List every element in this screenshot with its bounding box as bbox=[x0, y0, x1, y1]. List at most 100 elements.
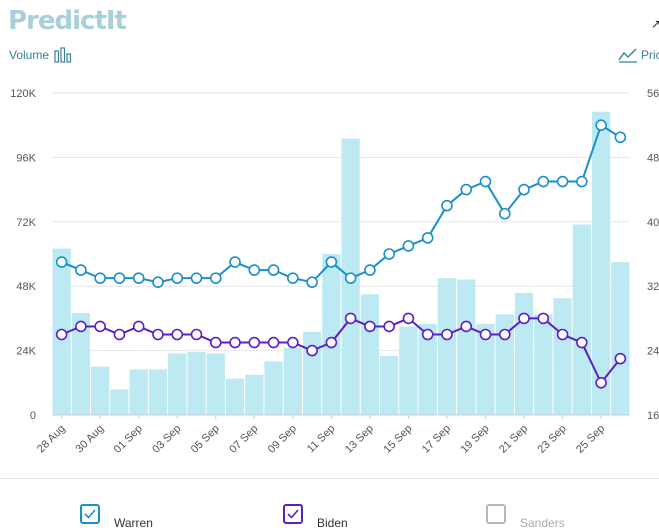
series-point-warren bbox=[325, 256, 338, 268]
biden-checkbox[interactable] bbox=[283, 504, 303, 524]
volume-bar bbox=[302, 331, 322, 415]
series-point-warren bbox=[209, 272, 222, 284]
series-point-warren bbox=[113, 272, 126, 284]
series-point-biden bbox=[402, 312, 415, 325]
series-point-biden bbox=[190, 328, 203, 341]
series-point-biden bbox=[421, 328, 434, 341]
series-point-warren bbox=[421, 232, 434, 244]
series-point-biden bbox=[595, 376, 607, 389]
volume-toggle-label[interactable]: Volume bbox=[9, 48, 50, 62]
left-axis-tick-label: 24K bbox=[16, 346, 36, 358]
volume-bar bbox=[283, 347, 302, 415]
x-axis-tick-label: 28 Aug bbox=[35, 423, 68, 456]
volume-bar bbox=[148, 369, 168, 415]
series-point-warren bbox=[75, 264, 87, 276]
legend-item-sanders[interactable]: Sanders bbox=[486, 498, 565, 530]
check-icon bbox=[84, 509, 96, 519]
series-point-warren bbox=[556, 175, 569, 188]
volume-bar bbox=[534, 314, 553, 415]
bar-chart-icon[interactable] bbox=[54, 47, 72, 68]
legend-label: Sanders bbox=[520, 516, 565, 530]
right-axis-tick-label: 56 bbox=[647, 88, 659, 100]
series-point-biden bbox=[267, 336, 280, 349]
left-axis-tick-label: 72K bbox=[16, 217, 36, 229]
volume-bar bbox=[168, 353, 187, 415]
series-point-biden bbox=[556, 328, 569, 341]
x-axis-tick-label: 03 Sep bbox=[150, 423, 183, 456]
series-point-biden bbox=[441, 328, 453, 341]
series-point-biden bbox=[576, 336, 588, 349]
volume-bars bbox=[52, 111, 630, 416]
series-point-warren bbox=[171, 272, 184, 284]
legend-item-warren[interactable]: Warren bbox=[80, 498, 153, 530]
series-point-warren bbox=[132, 272, 145, 284]
series-point-biden bbox=[152, 328, 164, 341]
warren-checkbox[interactable] bbox=[80, 504, 100, 524]
legend-label: Biden bbox=[317, 516, 348, 530]
right-axis-tick-label: 16 bbox=[647, 410, 659, 422]
sanders-checkbox[interactable] bbox=[486, 504, 506, 524]
predictit-logo: PredictIt bbox=[8, 6, 127, 36]
series-point-warren bbox=[576, 175, 588, 188]
x-axis-tick-label: 23 Sep bbox=[536, 423, 569, 456]
series-point-biden bbox=[55, 328, 68, 341]
series-point-warren bbox=[152, 276, 164, 288]
volume-bar bbox=[225, 378, 245, 415]
price-volume-chart: 0 16 24K 24 48K 32 72K 40 96K 48 120K 56 28 Aug 30 Au… bbox=[10, 88, 659, 456]
volume-bar bbox=[437, 278, 457, 415]
series-point-warren bbox=[364, 264, 376, 276]
series-point-biden bbox=[537, 312, 550, 325]
series-point-biden bbox=[614, 352, 627, 365]
series-point-warren bbox=[460, 183, 473, 196]
series-point-warren bbox=[441, 199, 453, 212]
series-point-warren bbox=[479, 175, 492, 188]
price-lines bbox=[55, 119, 627, 389]
series-point-biden bbox=[209, 336, 222, 349]
volume-bar bbox=[380, 355, 399, 415]
volume-bar bbox=[110, 389, 129, 415]
series-point-biden bbox=[94, 320, 106, 333]
x-axis-tick-label: 13 Sep bbox=[343, 423, 376, 456]
volume-bar bbox=[360, 294, 380, 415]
series-point-warren bbox=[383, 248, 395, 260]
series-point-warren bbox=[595, 119, 607, 131]
series-point-biden bbox=[383, 320, 395, 333]
x-axis-tick-label: 21 Sep bbox=[497, 423, 530, 456]
expand-icon[interactable]: ↗ bbox=[651, 17, 659, 31]
line-chart-icon[interactable] bbox=[618, 47, 638, 68]
volume-bar bbox=[495, 314, 514, 415]
price-toggle-label[interactable]: Pric bbox=[641, 48, 659, 62]
right-axis-tick-label: 48 bbox=[647, 152, 659, 164]
volume-bar bbox=[187, 351, 206, 415]
series-point-warren bbox=[344, 272, 357, 284]
volume-bar bbox=[457, 279, 476, 415]
series-point-warren bbox=[55, 256, 68, 268]
series-point-biden bbox=[518, 312, 530, 325]
volume-bar bbox=[591, 111, 611, 416]
volume-bar bbox=[572, 224, 591, 415]
legend-item-biden[interactable]: Biden bbox=[283, 498, 348, 530]
left-axis-tick-label: 0 bbox=[30, 410, 36, 422]
series-point-biden bbox=[306, 344, 318, 357]
left-axis-tick-label: 120K bbox=[10, 88, 36, 100]
right-axis-tick-label: 40 bbox=[647, 217, 659, 229]
series-point-warren bbox=[498, 207, 511, 220]
series-point-biden bbox=[287, 336, 299, 349]
series-point-warren bbox=[614, 131, 627, 144]
check-icon bbox=[287, 509, 299, 519]
series-point-warren bbox=[267, 264, 280, 276]
volume-bar bbox=[264, 361, 283, 415]
series-point-warren bbox=[248, 264, 261, 276]
series-point-biden bbox=[75, 320, 87, 333]
volume-bar bbox=[399, 326, 418, 415]
series-point-biden bbox=[498, 328, 511, 341]
volume-bar bbox=[476, 323, 495, 415]
x-axis-tick-label: 30 Aug bbox=[74, 423, 107, 456]
series-point-warren bbox=[537, 175, 550, 188]
volume-bar bbox=[611, 262, 630, 415]
x-axis-tick-label: 15 Sep bbox=[381, 423, 414, 456]
series-point-warren bbox=[306, 276, 318, 288]
series-point-biden bbox=[113, 328, 126, 341]
volume-bar bbox=[206, 353, 225, 415]
volume-bar bbox=[129, 369, 148, 415]
